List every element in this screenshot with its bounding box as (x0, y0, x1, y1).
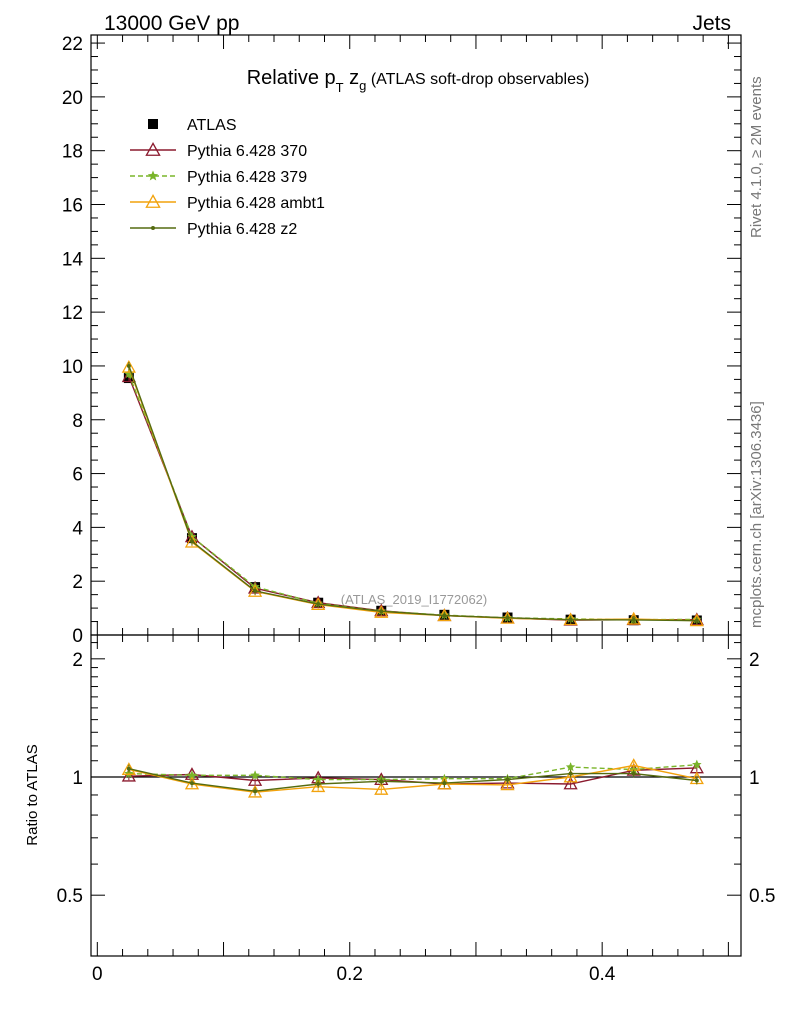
main-point-pythia-6-428-z2 (316, 602, 321, 607)
legend-marker-pythia-6-428-370 (145, 142, 161, 156)
ratio-y-tick-label: 0.5 (57, 886, 83, 907)
y-tick-label: 22 (62, 34, 83, 55)
legend: ATLAS Pythia 6.428 370 Pythia 6.428 379 … (130, 117, 325, 238)
ratio-point-pythia-6-428-z2 (442, 781, 447, 786)
chart-title: Relative pT zg (ATLAS soft-drop observab… (247, 67, 590, 95)
y-tick-label: 0 (72, 626, 83, 647)
ratio-line-pythia-6-428-z2 (128, 768, 697, 792)
ratio-point-pythia-6-428-370 (563, 776, 578, 790)
ratio-y-tick-label: 2 (72, 650, 83, 671)
ratio-point-pythia-6-428-379 (565, 762, 576, 772)
ratio-frame (90, 634, 742, 957)
main-point-pythia-6-428-z2 (568, 617, 573, 622)
ratio-point-pythia-6-428-z2 (126, 766, 131, 771)
ratio-point-pythia-6-428-ambt1 (311, 779, 326, 793)
ratio-y-tick-label: 1 (72, 768, 83, 789)
ratio-point-pythia-6-428-z2 (379, 779, 384, 784)
main-point-pythia-6-428-z2 (442, 613, 447, 618)
data-layer (91, 359, 741, 798)
ratio-y-tick-label-right: 0.5 (749, 886, 775, 907)
ratio-point-pythia-6-428-z2 (253, 789, 258, 794)
main-point-pythia-6-428-z2 (126, 363, 131, 368)
ratio-point-pythia-6-428-379 (250, 770, 260, 780)
legend-marker-pythia-6-428-z2 (151, 226, 155, 230)
y-tick-label: 8 (72, 411, 83, 432)
ratio-point-pythia-6-428-ambt1 (563, 769, 578, 783)
main-line-pythia-6-428-ambt1 (128, 367, 697, 622)
y-tick-label: 14 (62, 249, 84, 270)
ratio-point-pythia-6-428-379 (187, 770, 197, 780)
main-point-pythia-6-428-z2 (505, 615, 510, 620)
ratio-point-pythia-6-428-379 (692, 759, 702, 769)
legend-label-ambt1: Pythia 6.428 ambt1 (187, 195, 325, 212)
ratio-point-pythia-6-428-z2 (189, 781, 194, 786)
mcplots-label: mcplots.cern.ch [arXiv:1306.3436] (748, 401, 765, 628)
main-point-pythia-6-428-z2 (253, 588, 258, 593)
ratio-point-pythia-6-428-z2 (316, 781, 321, 786)
energy-label: 13000 GeV pp (104, 12, 239, 35)
ratio-point-pythia-6-428-370 (121, 768, 136, 782)
x-tick-label: 0.2 (337, 964, 363, 985)
ratio-line-pythia-6-428-379 (128, 764, 697, 781)
main-line-pythia-6-428-370 (128, 376, 697, 621)
ratio-ylabel: Ratio to ATLAS (24, 744, 41, 845)
y-tick-label: 18 (62, 142, 83, 163)
jets-label: Jets (692, 12, 731, 35)
main-point-pythia-6-428-z2 (379, 609, 384, 614)
legend-label-370: Pythia 6.428 370 (187, 143, 307, 160)
ratio-point-pythia-6-428-379 (313, 774, 323, 784)
main-point-pythia-6-428-z2 (631, 617, 636, 622)
main-line-pythia-6-428-379 (128, 373, 697, 621)
y-tick-label: 4 (72, 518, 83, 539)
x-tick-label: 0.4 (589, 964, 616, 985)
ratio-line-pythia-6-428-ambt1 (128, 764, 697, 793)
main-point-pythia-6-428-z2 (694, 618, 699, 623)
main-line-pythia-6-428-z2 (128, 365, 697, 622)
ratio-point-pythia-6-428-z2 (631, 771, 636, 776)
ratio-point-pythia-6-428-z2 (694, 778, 699, 783)
ratio-y-tick-label-right: 2 (749, 650, 760, 671)
ratio-point-pythia-6-428-z2 (505, 777, 510, 782)
y-tick-label: 20 (62, 88, 83, 109)
legend-marker-atlas (148, 119, 158, 129)
y-tick-label: 16 (62, 196, 83, 217)
y-tick-label: 2 (72, 572, 83, 593)
ratio-y-tick-label-right: 1 (749, 768, 760, 789)
y-tick-label: 12 (62, 303, 83, 324)
rivet-label: Rivet 4.1.0, ≥ 2M events (748, 76, 765, 238)
legend-marker-pythia-6-428-ambt1 (145, 194, 161, 208)
main-point-pythia-6-428-ambt1 (184, 534, 200, 548)
main-point-pythia-6-428-z2 (189, 539, 194, 544)
y-tick-label: 6 (72, 465, 83, 486)
y-tick-label: 10 (62, 357, 83, 378)
main-point-pythia-6-428-379 (124, 369, 134, 379)
legend-label-atlas: ATLAS (187, 117, 237, 134)
ratio-point-pythia-6-428-ambt1 (374, 782, 389, 795)
ratio-point-pythia-6-428-z2 (568, 771, 573, 776)
legend-label-z2: Pythia 6.428 z2 (187, 221, 297, 238)
ratio-point-pythia-6-428-ambt1 (500, 777, 515, 791)
analysis-watermark: (ATLAS_2019_I1772062) (341, 592, 487, 607)
legend-marker-pythia-6-428-379 (147, 170, 159, 181)
x-tick-label: 0 (92, 964, 103, 985)
legend-label-379: Pythia 6.428 379 (187, 169, 307, 186)
main-point-pythia-6-428-ambt1 (121, 359, 136, 373)
